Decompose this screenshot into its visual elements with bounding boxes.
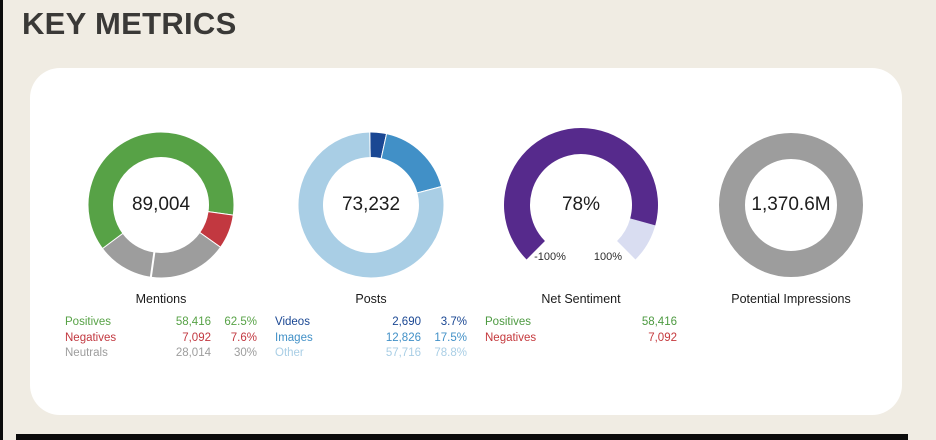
net-sentiment-min-label: -100% [534, 251, 566, 263]
mentions-segment-positives[interactable] [87, 131, 235, 250]
legend-percent: 17.5% [434, 331, 467, 344]
posts-segment-images[interactable] [380, 133, 443, 194]
legend-value: 57,716 [385, 347, 421, 359]
mentions-chart: 89,004 [81, 125, 241, 285]
metric-posts: 73,232 Posts Videos 2,690 3.7% Images 12,826 17… [266, 125, 476, 362]
net-sentiment-max-label: 100% [593, 251, 623, 263]
potential-impressions-chart: 1,370.6M [711, 125, 871, 285]
posts-legend-row-other: Other 57,716 78.8% [275, 346, 467, 362]
mentions-segment-divider [149, 250, 156, 279]
posts-legend-row-videos: Videos 2,690 3.7% [275, 315, 467, 331]
net-sentiment-chart: 78% -100% 100% [501, 125, 661, 285]
legend-label: Positives [65, 316, 112, 328]
legend-value: 58,416 [641, 316, 677, 328]
net-sentiment-gauge-fill[interactable] [504, 127, 658, 260]
page-title: KEY METRICS [22, 6, 237, 41]
mentions-title: Mentions [135, 292, 187, 306]
net-sentiment-legend: Positives 58,416 Negatives 7,092 [485, 315, 677, 346]
legend-percent: 3.7% [440, 316, 467, 328]
legend-value: 7,092 [648, 331, 677, 344]
mentions-legend: Positives 58,416 62.5% Negatives 7,092 7.6% Ne… [65, 315, 257, 362]
key-metrics-card: 89,004 Mentions Positives 58,416 62.5% Negati… [30, 68, 902, 415]
posts-legend: Videos 2,690 3.7% Images 12,826 17.5% Other 57,… [275, 315, 467, 362]
mentions-chart-svg [87, 131, 235, 279]
net-sentiment-legend-row-positives: Positives 58,416 [485, 315, 677, 331]
legend-value: 58,416 [175, 316, 211, 328]
metric-net-sentiment: 78% -100% 100% Net Sentiment Positives 58,416… [476, 125, 686, 362]
mentions-segment-neutrals[interactable] [101, 231, 222, 279]
metric-mentions: 89,004 Mentions Positives 58,416 62.5% Negati… [56, 125, 266, 362]
screen-edge-bottom [16, 434, 908, 440]
screen-edge-left [0, 0, 3, 440]
legend-label: Negatives [485, 331, 537, 344]
legend-label: Positives [485, 316, 532, 328]
metric-potential-impressions: 1,370.6M Potential Impressions [686, 125, 896, 362]
mentions-legend-row-neutrals: Neutrals 28,014 30% [65, 346, 257, 362]
posts-segment-other[interactable] [297, 131, 445, 279]
mentions-legend-row-negatives: Negatives 7,092 7.6% [65, 331, 257, 347]
legend-value: 7,092 [182, 331, 211, 344]
legend-label: Other [275, 347, 304, 359]
posts-legend-row-images: Images 12,826 17.5% [275, 331, 467, 347]
metrics-row: 89,004 Mentions Positives 58,416 62.5% Negati… [30, 68, 902, 362]
posts-chart: 73,232 [291, 125, 451, 285]
potential-impressions-segment-s0[interactable] [719, 133, 863, 277]
legend-value: 28,014 [175, 347, 211, 359]
net-sentiment-legend-row-negatives: Negatives 7,092 [485, 331, 677, 347]
legend-percent: 30% [233, 347, 257, 359]
mentions-legend-row-positives: Positives 58,416 62.5% [65, 315, 257, 331]
legend-value: 2,690 [392, 316, 421, 328]
net-sentiment-gauge-track [617, 218, 656, 260]
potential-impressions-chart-svg [719, 133, 863, 277]
posts-title: Posts [355, 292, 387, 306]
legend-label: Videos [275, 316, 310, 328]
legend-percent: 62.5% [224, 316, 257, 328]
potential-impressions-title: Potential Impressions [731, 292, 851, 306]
net-sentiment-title: Net Sentiment [541, 292, 621, 306]
legend-label: Images [275, 331, 313, 344]
posts-chart-svg [297, 131, 445, 279]
legend-label: Negatives [65, 331, 117, 344]
legend-value: 12,826 [385, 331, 421, 344]
legend-percent: 7.6% [230, 331, 257, 344]
legend-percent: 78.8% [434, 347, 467, 359]
net-sentiment-chart-svg [504, 127, 658, 260]
legend-label: Neutrals [65, 347, 108, 359]
